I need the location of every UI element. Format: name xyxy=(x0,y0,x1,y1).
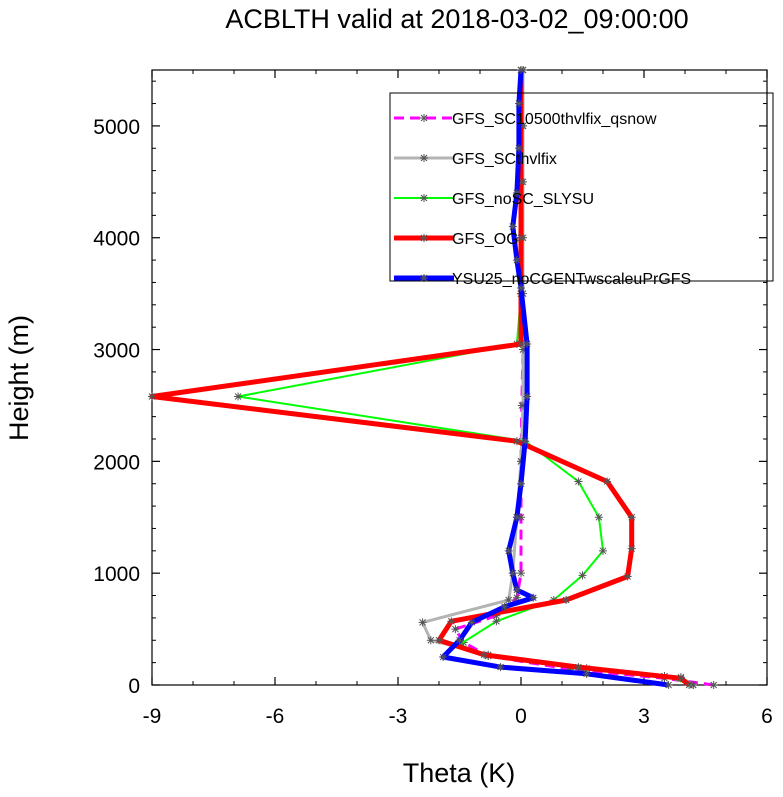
y-tick-labels: 0 1000 2000 3000 4000 5000 xyxy=(93,116,140,698)
legend-label: GFS_SCthvlfix xyxy=(452,151,557,168)
data-point-marker xyxy=(512,585,521,594)
data-point-marker xyxy=(512,256,521,265)
legend-box xyxy=(389,92,774,282)
data-point-marker xyxy=(519,401,528,410)
data-point-marker xyxy=(455,636,464,645)
x-tick-label: -3 xyxy=(389,705,408,728)
data-point-marker xyxy=(512,189,521,197)
data-point-marker xyxy=(517,177,525,186)
data-point-marker xyxy=(504,546,513,555)
data-point-marker xyxy=(689,681,698,689)
data-point-marker xyxy=(623,572,632,581)
data-point-marker xyxy=(685,681,694,689)
y-tick-label: 4000 xyxy=(93,228,140,251)
legend-entry: YSU25_noCGENTwscaleuPrGFS xyxy=(394,271,691,288)
legend-label: YSU25_noCGENTwscaleuPrGFS xyxy=(452,271,691,288)
legend-entry: GFS_SC10500thvlfix_qsnow xyxy=(394,111,657,128)
data-point-marker xyxy=(603,477,612,486)
x-tick-labels: -9 -6 -3 0 3 6 xyxy=(143,705,773,728)
data-point-marker xyxy=(517,66,525,74)
data-point-marker xyxy=(492,617,501,626)
data-point-marker xyxy=(500,602,509,611)
series-3 xyxy=(148,66,694,689)
data-point-marker xyxy=(582,669,591,678)
series-line xyxy=(149,70,691,687)
data-point-marker xyxy=(709,681,718,689)
data-point-marker xyxy=(418,618,427,627)
data-point-marker xyxy=(523,339,532,348)
y-tick-label: 2000 xyxy=(93,451,140,474)
data-point-marker xyxy=(480,650,489,659)
data-point-marker xyxy=(508,569,517,578)
data-point-marker xyxy=(420,274,428,282)
data-point-marker xyxy=(420,234,428,242)
data-point-marker xyxy=(492,611,501,620)
data-point-marker xyxy=(562,596,571,605)
y-tick-label: 3000 xyxy=(93,340,140,363)
data-point-marker xyxy=(517,233,525,242)
legend: GFS_SC10500thvlfix_qsnow GFS_SCthvlfix GFS… xyxy=(389,92,774,288)
x-tick-label: 0 xyxy=(515,705,527,728)
series-layer xyxy=(148,66,718,689)
data-point-marker xyxy=(512,437,521,446)
series-4 xyxy=(439,66,673,689)
data-point-marker xyxy=(420,114,428,122)
data-point-marker xyxy=(439,653,448,662)
data-point-marker xyxy=(517,284,525,293)
legend-entry: GFS_SCthvlfix xyxy=(394,151,557,168)
x-tick-label: -6 xyxy=(266,705,285,728)
data-point-marker xyxy=(451,625,460,634)
data-point-marker xyxy=(514,144,523,153)
data-point-marker xyxy=(420,194,428,202)
data-point-marker xyxy=(523,392,532,401)
data-point-marker xyxy=(627,513,636,522)
data-point-marker xyxy=(517,479,525,488)
x-tick-label: 3 xyxy=(638,705,650,728)
data-point-marker xyxy=(517,513,525,522)
legend-entry: GFS_OG xyxy=(394,231,519,248)
data-point-marker xyxy=(514,99,523,108)
y-axis-title: Height (m) xyxy=(4,315,34,441)
x-tick-label: 6 xyxy=(761,705,773,728)
data-point-marker xyxy=(599,546,607,555)
data-point-marker xyxy=(676,674,685,683)
minor-ticks xyxy=(152,70,767,685)
y-tick-label: 5000 xyxy=(93,116,140,139)
data-point-marker xyxy=(566,665,575,674)
y-tick-label: 0 xyxy=(128,675,140,698)
data-point-marker xyxy=(578,571,587,580)
chart-title: ACBLTH valid at 2018-03-02_09:00:00 xyxy=(225,4,688,34)
legend-label: GFS_noSC_SLYSU xyxy=(452,191,594,208)
data-point-marker xyxy=(517,569,525,578)
data-point-marker xyxy=(574,663,583,672)
legend-entry: GFS_noSC_SLYSU xyxy=(394,191,594,208)
data-point-marker xyxy=(512,593,521,602)
y-tick-label: 1000 xyxy=(93,563,140,586)
data-point-marker xyxy=(627,544,636,553)
data-point-marker xyxy=(504,596,513,605)
data-point-marker xyxy=(426,636,435,645)
data-point-marker xyxy=(519,345,528,354)
data-point-marker xyxy=(512,513,521,522)
data-point-marker xyxy=(467,618,476,627)
plot-frame xyxy=(151,69,768,686)
x-tick-label: -9 xyxy=(143,705,162,728)
data-point-marker xyxy=(594,513,603,522)
legend-label: GFS_OG xyxy=(452,231,519,248)
legend-label: GFS_SC10500thvlfix_qsnow xyxy=(452,111,657,128)
data-point-marker xyxy=(508,222,517,231)
data-point-marker xyxy=(529,593,538,602)
data-point-marker xyxy=(435,636,443,645)
data-point-marker xyxy=(517,339,525,348)
x-axis-title: Theta (K) xyxy=(403,758,516,788)
data-point-marker xyxy=(148,392,156,401)
data-point-marker xyxy=(521,437,530,446)
data-point-marker xyxy=(447,617,456,626)
data-point-marker xyxy=(496,663,505,672)
data-point-marker xyxy=(420,154,428,162)
data-point-marker xyxy=(234,392,243,401)
data-point-marker xyxy=(664,681,673,689)
data-point-marker xyxy=(574,477,583,486)
